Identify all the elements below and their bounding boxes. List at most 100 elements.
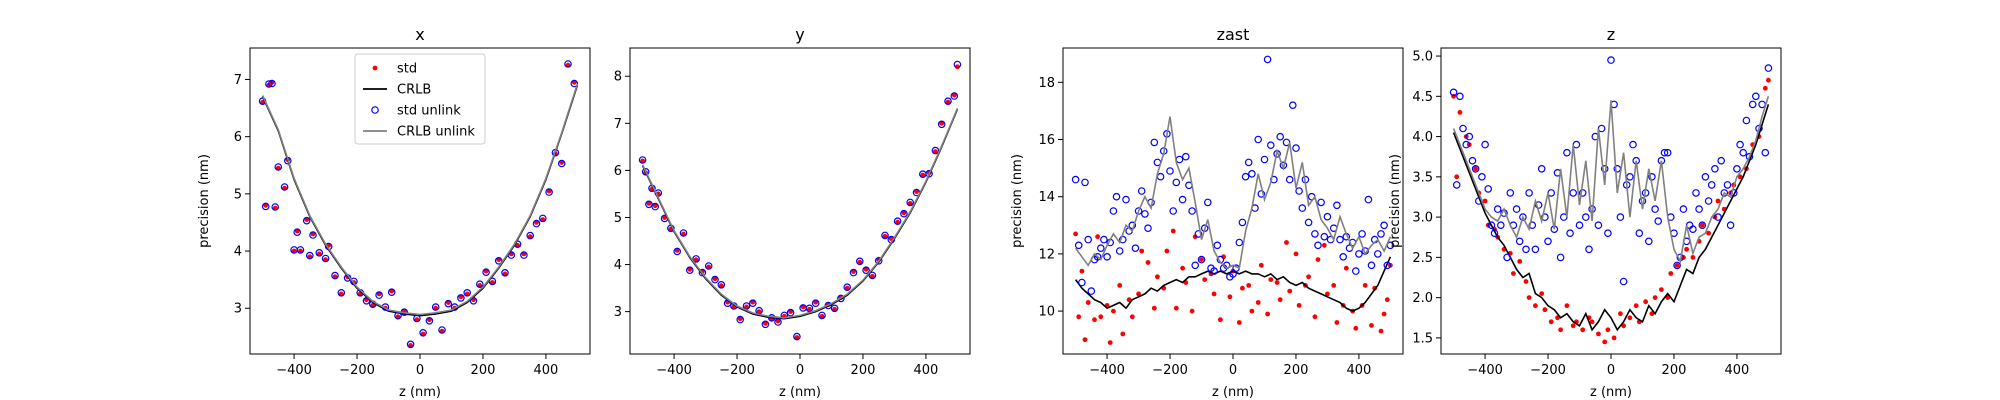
x-tick-label: −400 [276, 363, 312, 378]
point-std-unlink [1103, 252, 1111, 261]
point-std-unlink [1314, 241, 1322, 250]
point-std [844, 285, 850, 291]
point-std-unlink [1166, 167, 1174, 175]
y-tick-label: 3.5 [1412, 170, 1433, 185]
point-std-unlink [1456, 92, 1464, 101]
point-std [1454, 174, 1460, 180]
point-std-unlink [1534, 201, 1543, 209]
legend-marker-std [372, 65, 378, 71]
point-std [272, 205, 278, 211]
point-std [540, 217, 546, 223]
point-std-unlink [406, 340, 415, 349]
point-std [1564, 303, 1570, 309]
point-std-unlink [1578, 189, 1587, 197]
point-std-unlink [1323, 212, 1332, 221]
point-std-unlink [1134, 207, 1143, 215]
point-std-unlink [425, 316, 434, 325]
y-tick-label: 4 [234, 245, 242, 260]
point-std-unlink [1465, 132, 1474, 141]
point-std-unlink [274, 163, 283, 171]
point-std-unlink [717, 280, 726, 289]
point-std-unlink [881, 231, 889, 240]
point-std [1659, 287, 1664, 292]
point-std-unlink [1074, 241, 1083, 250]
x-tick-label: −200 [719, 363, 755, 378]
point-std [1684, 246, 1689, 252]
y-axis-label: precision (nm) [197, 154, 212, 248]
point-std-unlink [1298, 204, 1307, 212]
point-std-unlink [711, 275, 719, 284]
point-std [1690, 255, 1696, 260]
point-std-unlink [1503, 253, 1511, 262]
point-std-unlink [1619, 277, 1628, 286]
point-std [1129, 314, 1135, 320]
point-std [807, 306, 812, 312]
point-std [304, 217, 310, 223]
point-std [1457, 110, 1463, 115]
point-std-unlink [811, 299, 820, 308]
point-std-unlink [1358, 230, 1366, 238]
point-std-unlink [849, 268, 858, 277]
point-std-unlink [698, 268, 707, 277]
point-std [1155, 274, 1160, 280]
point-std-unlink [874, 256, 883, 265]
point-std [338, 291, 344, 297]
point-std [1633, 303, 1639, 309]
x-tick-label: 200 [1662, 363, 1687, 378]
point-std-unlink [704, 262, 713, 270]
x-tick-label: −400 [1089, 363, 1125, 378]
point-std [496, 257, 502, 262]
point-std-unlink [1178, 195, 1187, 204]
point-std [1668, 271, 1674, 276]
y-tick-label: 4.5 [1412, 90, 1433, 105]
point-std [1369, 323, 1374, 328]
plot-area [1071, 55, 1395, 345]
point-std-unlink [296, 246, 305, 254]
point-std-unlink [843, 283, 852, 292]
point-std-unlink [1468, 156, 1477, 165]
point-std-unlink [1267, 141, 1275, 150]
point-std-unlink [1717, 156, 1726, 165]
point-std [445, 300, 451, 305]
x-tick-label: 200 [851, 363, 876, 378]
point-std [1085, 300, 1091, 305]
point-std-unlink [1093, 252, 1102, 261]
point-std-unlink [1137, 187, 1146, 195]
point-std [414, 317, 420, 323]
point-std [1293, 251, 1299, 257]
point-std-unlink [1289, 101, 1297, 110]
y-tick-label: 12 [1038, 247, 1055, 262]
legend-label: std unlink [397, 104, 461, 119]
y-tick-label: 16 [1038, 133, 1055, 148]
point-std-unlink [1210, 267, 1218, 275]
point-std [1611, 335, 1617, 341]
x-tick-label: −200 [339, 363, 375, 378]
x-tick-label: 0 [1607, 363, 1615, 378]
point-std-unlink [1292, 144, 1300, 152]
point-std-unlink [931, 146, 940, 155]
point-std [1287, 288, 1293, 294]
point-std [1762, 85, 1768, 91]
point-std-unlink [1213, 241, 1222, 250]
x-tick-label: 400 [1347, 363, 1372, 378]
point-std-unlink [1131, 244, 1140, 253]
point-std [687, 266, 693, 272]
point-std [1111, 308, 1116, 314]
point-std [1602, 339, 1608, 345]
point-std [1526, 295, 1532, 300]
point-std-unlink [1084, 235, 1093, 244]
point-std-unlink [1238, 218, 1247, 227]
point-std [693, 257, 699, 263]
point-std-unlink [1452, 181, 1461, 189]
y-tick-label: 4.0 [1412, 130, 1433, 145]
point-std-unlink [1704, 197, 1713, 205]
panel-title: y [795, 25, 804, 44]
point-std [674, 248, 680, 253]
point-std-unlink [1515, 237, 1524, 246]
point-std-unlink [786, 308, 795, 317]
x-tick-label: −400 [656, 363, 692, 378]
point-std-unlink [1730, 189, 1738, 197]
point-std [1151, 305, 1157, 311]
point-std-unlink [1241, 172, 1250, 181]
point-std-unlink [315, 249, 324, 257]
